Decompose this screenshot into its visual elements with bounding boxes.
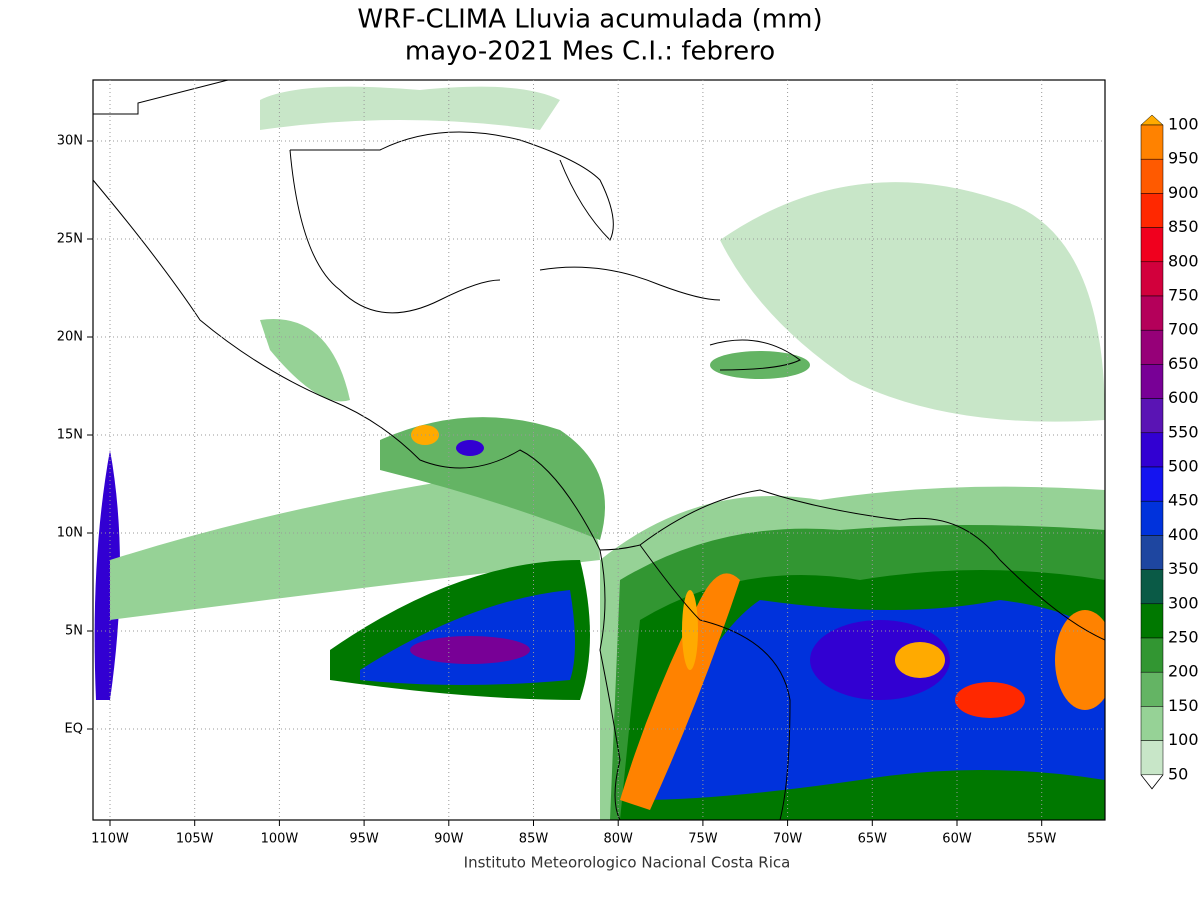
colorbar-box	[1140, 364, 1164, 399]
lat-label: 30N	[57, 134, 83, 149]
colorbar-label: 950	[1168, 149, 1199, 168]
colorbar-label: 300	[1168, 593, 1199, 612]
colorbar-box	[1140, 671, 1164, 707]
lat-label: 20N	[57, 330, 83, 345]
lon-label: 105W	[176, 832, 214, 847]
colorbar-box	[1140, 329, 1164, 365]
colorbar-label: 600	[1168, 388, 1199, 407]
colorbar-label: 450	[1168, 491, 1199, 510]
lon-label: 60W	[942, 832, 972, 847]
colorbar-label: 800	[1168, 251, 1199, 270]
colorbar-label: 700	[1168, 320, 1199, 339]
lon-label: 110W	[91, 832, 129, 847]
colorbar-box	[1140, 227, 1164, 263]
colorbar-box	[1140, 569, 1164, 605]
colorbar-label: 200	[1168, 662, 1199, 681]
lat-label: 15N	[57, 428, 83, 443]
lat-label: 5N	[65, 624, 83, 639]
colorbar-label: 400	[1168, 525, 1199, 544]
colorbar-label: 50	[1168, 764, 1188, 783]
colorbar-label: 100	[1168, 115, 1199, 134]
colorbar-box	[1140, 193, 1164, 228]
colorbar-box	[1140, 261, 1164, 297]
colorbar-label: 850	[1168, 217, 1199, 236]
colorbar-label: 100	[1168, 730, 1199, 749]
colorbar-box	[1140, 432, 1164, 468]
colorbar-box	[1140, 603, 1164, 639]
lat-label: 10N	[57, 526, 83, 541]
colorbar-label: 350	[1168, 559, 1199, 578]
rain-field	[93, 80, 1105, 820]
colorbar-box	[1140, 466, 1164, 502]
colorbar-box	[1140, 740, 1164, 776]
colorbar-box	[1140, 500, 1164, 536]
colorbar-label: 500	[1168, 457, 1199, 476]
title-line-2: mayo-2021 Mes C.I.: febrero	[405, 37, 775, 67]
colorbar-box	[1140, 124, 1164, 160]
lon-label: 95W	[349, 832, 379, 847]
colorbar-box	[1140, 637, 1164, 673]
coastlines	[92, 79, 1106, 821]
colorbar-label: 150	[1168, 696, 1199, 715]
colorbar-label: 650	[1168, 354, 1199, 373]
colorbar-bottom-triangle	[1140, 774, 1164, 790]
colorbar-label: 750	[1168, 286, 1199, 305]
lon-label: 80W	[603, 832, 633, 847]
lat-label: EQ	[65, 722, 83, 737]
lon-label: 70W	[773, 832, 803, 847]
colorbar-label: 900	[1168, 183, 1199, 202]
colorbar-top-triangle	[1140, 114, 1164, 126]
lon-label: 85W	[519, 832, 549, 847]
colorbar-label: 250	[1168, 628, 1199, 647]
colorbar-box	[1140, 158, 1164, 194]
title-line-1: WRF-CLIMA Lluvia acumulada (mm)	[357, 5, 822, 35]
lon-label: 65W	[858, 832, 888, 847]
colorbar-box	[1140, 398, 1164, 434]
lon-label: 90W	[434, 832, 464, 847]
colorbar-box	[1140, 295, 1164, 331]
lon-label: 75W	[688, 832, 718, 847]
lon-label: 55W	[1027, 832, 1057, 847]
lon-label: 100W	[261, 832, 299, 847]
colorbar-label: 550	[1168, 422, 1199, 441]
map-frame	[92, 79, 1106, 821]
colorbar-box	[1140, 706, 1164, 741]
lat-label: 25N	[57, 232, 83, 247]
colorbar-box	[1140, 535, 1164, 570]
footer: Instituto Meteorologico Nacional Costa R…	[464, 854, 791, 872]
